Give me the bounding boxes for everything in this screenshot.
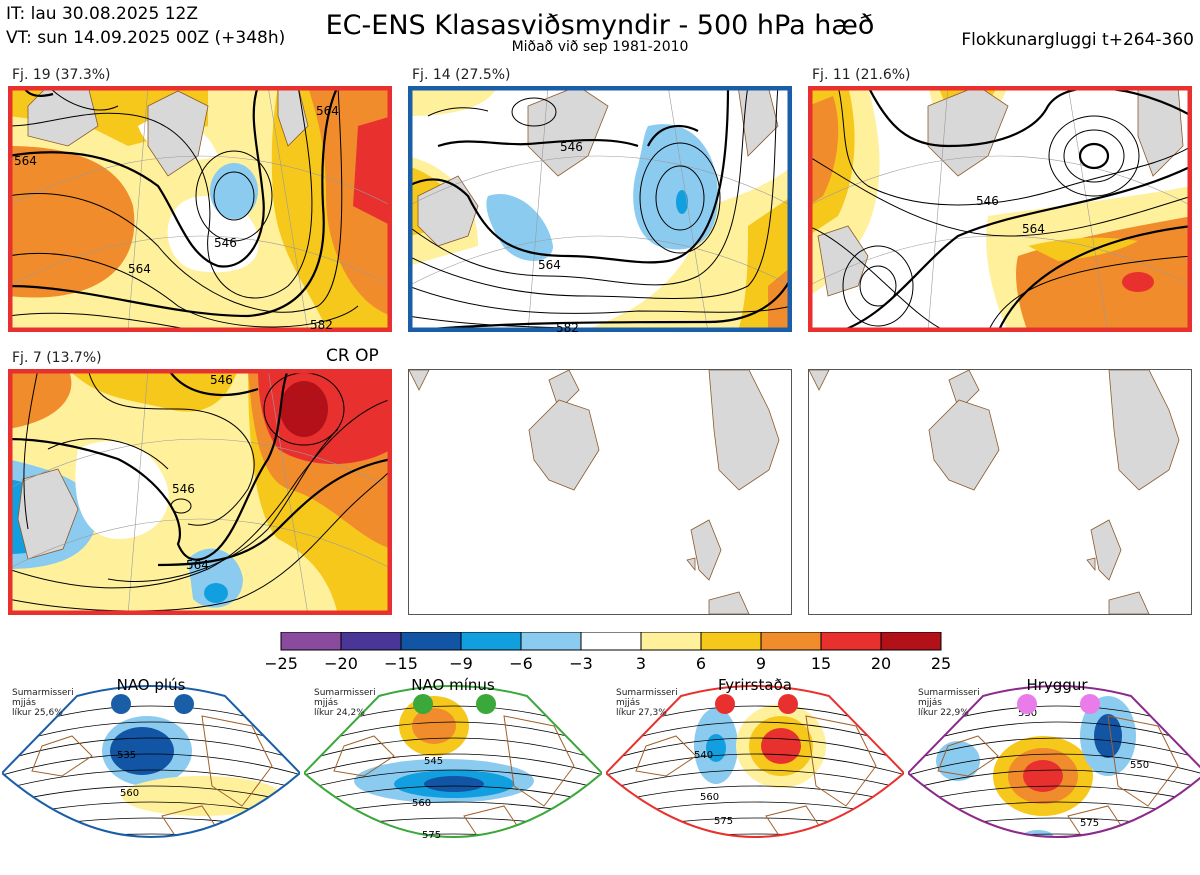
cluster-map-4 xyxy=(8,369,392,615)
regime-dot xyxy=(174,694,194,714)
contour-label: 546 xyxy=(976,194,999,208)
colorbar-tick: 3 xyxy=(636,654,646,672)
cluster-map-2 xyxy=(408,86,792,332)
regime-contour-label: 575 xyxy=(1080,818,1099,829)
regime-note-line: líkur 24,2% xyxy=(314,708,365,718)
cluster-map-3 xyxy=(808,86,1192,332)
colorbar-segment xyxy=(280,631,342,651)
regime-dot xyxy=(413,694,433,714)
colorbar-segment xyxy=(820,631,882,651)
regime-contour-label: 560 xyxy=(412,798,431,809)
colorbar-segment xyxy=(400,631,462,651)
regime-contour-label: 535 xyxy=(117,750,136,761)
colorbar-tick: −20 xyxy=(324,654,358,672)
regime-note-line: mjjás xyxy=(12,698,36,708)
contour-label: 564 xyxy=(14,154,37,168)
contour-label: 564 xyxy=(186,558,209,572)
regime-contour-label: 550 xyxy=(1130,760,1149,771)
regime-note: Sumarmisseri mjjás líkur 24,2% xyxy=(314,688,376,718)
regime-dot xyxy=(778,694,798,714)
regime-note-line: Sumarmisseri xyxy=(314,688,376,698)
colorbar-segment xyxy=(340,631,402,651)
contour-label: 564 xyxy=(316,104,339,118)
colorbar-tick: 25 xyxy=(931,654,951,672)
colorbar-segment xyxy=(880,631,942,651)
colorbar-segment xyxy=(760,631,822,651)
cluster-label: Fj. 7 (13.7%) xyxy=(12,350,102,366)
regime-note-line: Sumarmisseri xyxy=(918,688,980,698)
colorbar-segment xyxy=(580,631,642,651)
regime-dot xyxy=(1017,694,1037,714)
regime-name: Hryggur xyxy=(1026,676,1088,694)
regime-note: Sumarmisseri mjjás líkur 22,9% xyxy=(918,688,980,718)
regime-contour-label: 540 xyxy=(694,750,713,761)
regime-dot xyxy=(1080,694,1100,714)
contour-label: 564 xyxy=(1022,222,1045,236)
cluster-label: Fj. 11 (21.6%) xyxy=(812,67,911,83)
regime-note-line: mjjás xyxy=(616,698,640,708)
contour-label: 546 xyxy=(560,140,583,154)
contour-label: 582 xyxy=(310,318,333,332)
contour-label: 546 xyxy=(210,373,233,387)
regime-panel: 540 560 575 Fyrirstaða Sumarmisseri mjjás líku… xyxy=(604,676,906,871)
regime-note: Sumarmisseri mjjás líkur 27,3% xyxy=(616,688,678,718)
regime-name: Fyrirstaða xyxy=(718,676,792,694)
chart-title: EC-ENS Klasasviðsmyndir - 500 hPa hæð xyxy=(325,10,875,41)
cluster-label: Fj. 19 (37.3%) xyxy=(12,67,111,83)
regime-panel: 530550575HryggurSumarmisserimjjáslíkur 2… xyxy=(906,676,1200,871)
classification-window: Flokkunargluggi t+264-360 xyxy=(961,30,1194,50)
regime-contour-label: 560 xyxy=(700,792,719,803)
colorbar-tick: −25 xyxy=(266,654,298,672)
cluster-label: Fj. 14 (27.5%) xyxy=(412,67,511,83)
regime-note-line: líkur 22,9% xyxy=(918,708,969,718)
regime-contour-label: 575 xyxy=(714,816,733,827)
regime-note: Sumarmisseri mjjás líkur 25,6% xyxy=(12,688,74,718)
crop-label: CR OP xyxy=(326,346,379,366)
colorbar-segment xyxy=(460,631,522,651)
cluster-map-1 xyxy=(8,86,392,332)
colorbar-tick: −9 xyxy=(449,654,473,672)
regime-dot xyxy=(476,694,496,714)
colorbar-tick: −15 xyxy=(384,654,418,672)
colorbar-segment xyxy=(700,631,762,651)
regime-contour-label: 575 xyxy=(422,830,441,841)
regime-panel: 545 560 575 NAO mínus Sumarmisseri mjjás líkur… xyxy=(302,676,604,871)
contour-label: 564 xyxy=(538,258,561,272)
regime-note-line: Sumarmisseri xyxy=(616,688,678,698)
regime-dot xyxy=(715,694,735,714)
colorbar-segment xyxy=(520,631,582,651)
contour-label: 546 xyxy=(214,236,237,250)
initial-time: IT: lau 30.08.2025 12Z xyxy=(6,4,198,24)
contour-label: 546 xyxy=(172,482,195,496)
regime-note-line: líkur 25,6% xyxy=(12,708,63,718)
empty-map-1 xyxy=(408,369,792,615)
regime-contour-label: 545 xyxy=(424,756,443,767)
regime-name: NAO plús xyxy=(116,676,186,694)
regime-dot xyxy=(111,694,131,714)
colorbar-tick: 15 xyxy=(811,654,831,672)
regime-contour-label: 560 xyxy=(120,788,139,799)
contour-label: 582 xyxy=(556,321,579,335)
regime-note-line: mjjás xyxy=(918,698,942,708)
contour-label: 564 xyxy=(128,262,151,276)
regime-name: NAO mínus xyxy=(411,676,495,694)
chart-subtitle: Miðað við sep 1981-2010 xyxy=(511,39,689,55)
empty-map-2 xyxy=(808,369,1192,615)
colorbar-tick: −3 xyxy=(569,654,593,672)
colorbar-tick: 6 xyxy=(696,654,706,672)
valid-time: VT: sun 14.09.2025 00Z (+348h) xyxy=(6,28,286,48)
regime-note-line: Sumarmisseri xyxy=(12,688,74,698)
colorbar-tick: −6 xyxy=(509,654,533,672)
regime-note-line: líkur 27,3% xyxy=(616,708,667,718)
colorbar: −25 −20 −15 −9 −6 −3 3 6 9 15 20 25 xyxy=(264,631,951,673)
regime-panel: 535 560 NAO plús Sumarmisseri mjjás líkur 25,… xyxy=(0,676,302,871)
colorbar-tick: 9 xyxy=(756,654,766,672)
colorbar-tick: 20 xyxy=(871,654,891,672)
regime-note-line: mjjás xyxy=(314,698,338,708)
colorbar-segment xyxy=(640,631,702,651)
